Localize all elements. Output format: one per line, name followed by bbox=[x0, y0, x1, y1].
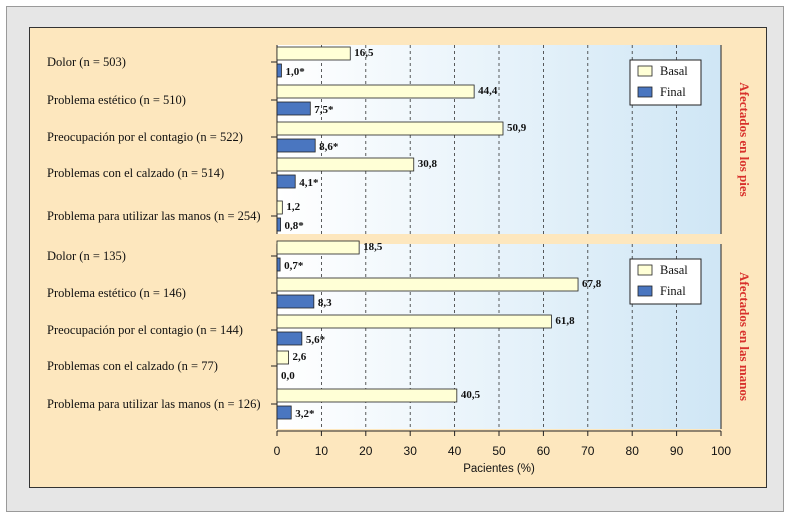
legend-swatch-basal bbox=[637, 264, 653, 276]
legend-label-basal: Basal bbox=[660, 64, 688, 78]
legend-label-basal: Basal bbox=[660, 263, 688, 277]
x-tick-label: 60 bbox=[537, 444, 551, 458]
category-label: Preocupación por el contagio (n = 144) bbox=[47, 323, 243, 337]
bar-basal bbox=[276, 388, 458, 403]
data-label-basal: 40,5 bbox=[461, 389, 481, 401]
bar-basal bbox=[276, 84, 475, 99]
category-label: Dolor (n = 135) bbox=[47, 249, 126, 263]
x-tick-label: 0 bbox=[274, 444, 281, 458]
x-tick-label: 40 bbox=[448, 444, 462, 458]
bar-basal bbox=[276, 200, 283, 215]
x-axis-title: Pacientes (%) bbox=[463, 463, 535, 475]
data-label-basal: 50,9 bbox=[507, 122, 527, 134]
data-label-basal: 30,8 bbox=[418, 158, 438, 170]
bar-basal bbox=[276, 314, 552, 329]
data-label-final: 0,0 bbox=[281, 370, 295, 382]
data-label-final: 4,1* bbox=[299, 177, 319, 189]
bar-final bbox=[276, 405, 292, 420]
legend-swatch-final bbox=[637, 285, 653, 297]
bar-final bbox=[276, 294, 315, 309]
category-label: Problemas con el calzado (n = 514) bbox=[47, 166, 224, 180]
x-tick-label: 70 bbox=[581, 444, 595, 458]
bar-final bbox=[276, 138, 316, 153]
x-tick-label: 20 bbox=[359, 444, 373, 458]
data-label-final: 8,3 bbox=[318, 297, 332, 309]
bar-basal bbox=[276, 121, 504, 136]
data-label-basal: 18,5 bbox=[363, 241, 383, 253]
x-tick-label: 90 bbox=[670, 444, 684, 458]
category-label: Problema para utilizar las manos (n = 25… bbox=[47, 209, 261, 223]
bar-basal bbox=[276, 46, 351, 61]
data-label-final: 1,0* bbox=[285, 66, 305, 78]
data-label-final: 3,2* bbox=[295, 408, 315, 420]
category-label: Dolor (n = 503) bbox=[47, 55, 126, 69]
category-label: Problemas con el calzado (n = 77) bbox=[47, 359, 218, 373]
bar-final bbox=[276, 101, 311, 116]
bar-basal bbox=[276, 240, 360, 255]
x-tick-label: 10 bbox=[315, 444, 329, 458]
category-label: Preocupación por el contagio (n = 522) bbox=[47, 130, 243, 144]
bar-basal bbox=[276, 277, 579, 292]
x-tick-label: 100 bbox=[711, 444, 731, 458]
section-side-label: Afectados en los pies bbox=[737, 82, 752, 196]
x-tick-label: 30 bbox=[404, 444, 418, 458]
category-label: Problema estético (n = 510) bbox=[47, 93, 186, 107]
data-label-basal: 44,4 bbox=[478, 85, 498, 97]
bar-final bbox=[276, 174, 296, 189]
bar-final bbox=[276, 257, 281, 272]
data-label-basal: 1,2 bbox=[286, 201, 300, 213]
legend-label-final: Final bbox=[660, 284, 686, 298]
bar-final bbox=[276, 217, 281, 232]
data-label-final: 0,8* bbox=[285, 220, 305, 232]
data-label-final: 0,7* bbox=[284, 260, 304, 272]
category-label: Problema para utilizar las manos (n = 12… bbox=[47, 397, 261, 411]
data-label-final: 7,5* bbox=[314, 104, 334, 116]
category-label: Problema estético (n = 146) bbox=[47, 286, 186, 300]
legend-label-final: Final bbox=[660, 85, 686, 99]
bar-final bbox=[276, 331, 303, 346]
data-label-basal: 61,8 bbox=[555, 315, 575, 327]
data-label-final: 5,6* bbox=[306, 334, 326, 346]
legend-swatch-final bbox=[637, 86, 653, 98]
x-tick-label: 80 bbox=[626, 444, 640, 458]
x-tick-label: 50 bbox=[492, 444, 506, 458]
data-label-final: 8,6* bbox=[319, 141, 339, 153]
section-side-label: Afectados en las manos bbox=[737, 272, 752, 401]
data-label-basal: 67,8 bbox=[582, 278, 602, 290]
data-label-basal: 16,5 bbox=[354, 47, 374, 59]
bar-basal bbox=[276, 350, 289, 365]
bar-final bbox=[276, 63, 282, 78]
legend-swatch-basal bbox=[637, 65, 653, 77]
bar-basal bbox=[276, 157, 415, 172]
data-label-basal: 2,6 bbox=[293, 351, 307, 363]
